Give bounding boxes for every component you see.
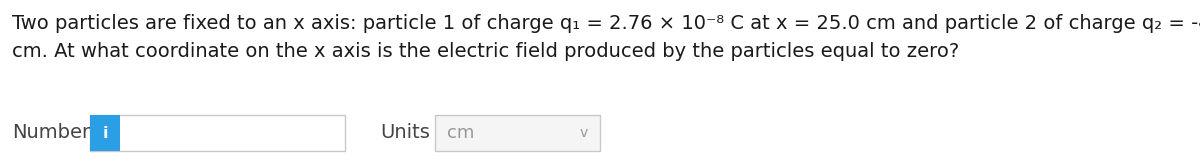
- Text: cm. At what coordinate on the x axis is the electric field produced by the parti: cm. At what coordinate on the x axis is …: [12, 42, 959, 61]
- Text: v: v: [580, 126, 588, 140]
- Text: i: i: [102, 126, 108, 141]
- FancyBboxPatch shape: [90, 115, 346, 151]
- Text: Number: Number: [12, 123, 90, 142]
- Text: Units: Units: [380, 123, 430, 142]
- Text: Two particles are fixed to an x axis: particle 1 of charge q₁ = 2.76 × 10⁻⁸ C at: Two particles are fixed to an x axis: pa…: [12, 14, 1200, 33]
- FancyBboxPatch shape: [436, 115, 600, 151]
- FancyBboxPatch shape: [90, 115, 120, 151]
- Text: cm: cm: [446, 124, 474, 142]
